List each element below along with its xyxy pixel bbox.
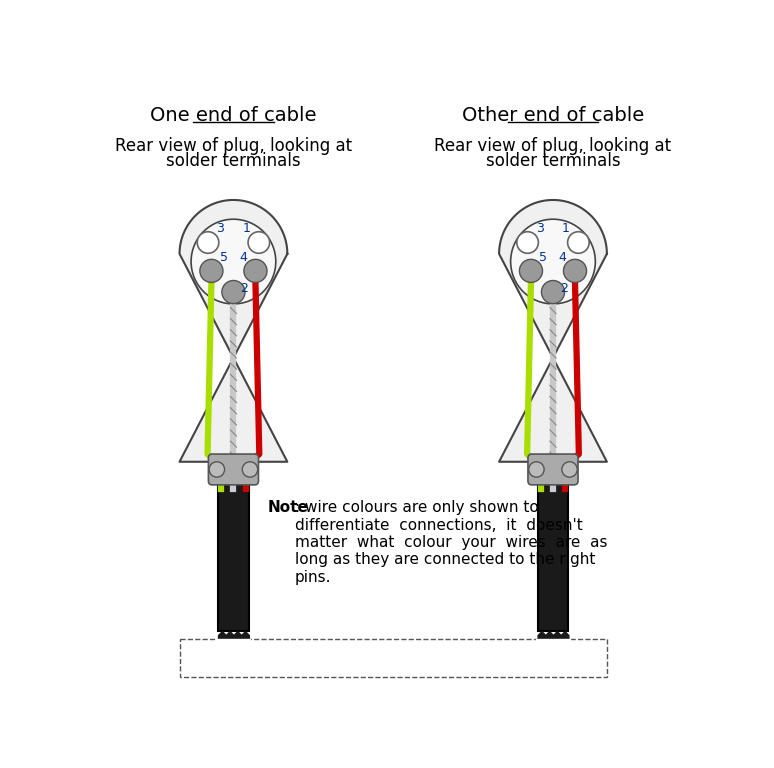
Circle shape <box>200 260 222 282</box>
Text: 2: 2 <box>560 282 567 295</box>
Circle shape <box>517 232 539 253</box>
Text: 1: 1 <box>242 222 251 235</box>
Bar <box>218 485 248 631</box>
Bar <box>538 485 568 631</box>
Circle shape <box>209 462 224 477</box>
FancyBboxPatch shape <box>208 454 259 485</box>
Circle shape <box>520 260 542 282</box>
Circle shape <box>222 280 245 303</box>
Text: Note: Note <box>268 500 309 515</box>
Circle shape <box>529 462 544 477</box>
Circle shape <box>245 260 266 282</box>
Text: : wire colours are only shown to
differentiate  connections,  it  doesn't
matter: : wire colours are only shown to differe… <box>295 500 608 585</box>
Text: Other end of cable: Other end of cable <box>462 106 644 125</box>
Circle shape <box>223 281 245 303</box>
Text: Rear view of plug, looking at: Rear view of plug, looking at <box>115 137 352 155</box>
Text: solder terminals: solder terminals <box>166 152 301 170</box>
Circle shape <box>542 280 564 303</box>
Text: 5: 5 <box>220 250 228 263</box>
Circle shape <box>564 260 586 282</box>
Text: Rear view of plug, looking at: Rear view of plug, looking at <box>434 137 672 155</box>
Circle shape <box>200 260 223 283</box>
Circle shape <box>567 232 589 253</box>
Circle shape <box>191 219 276 304</box>
Circle shape <box>543 281 563 303</box>
Polygon shape <box>499 200 607 462</box>
Circle shape <box>562 462 577 477</box>
Text: 5: 5 <box>539 250 547 263</box>
Text: 3: 3 <box>217 222 224 235</box>
Circle shape <box>242 462 258 477</box>
FancyBboxPatch shape <box>528 454 578 485</box>
Circle shape <box>248 232 269 253</box>
Circle shape <box>244 260 267 283</box>
Text: solder terminals: solder terminals <box>485 152 620 170</box>
Bar <box>180 639 607 677</box>
Text: 1: 1 <box>562 222 570 235</box>
Text: 3: 3 <box>536 222 544 235</box>
Circle shape <box>563 260 587 283</box>
Circle shape <box>197 232 219 253</box>
Circle shape <box>519 260 543 283</box>
Text: 4: 4 <box>239 250 247 263</box>
Text: 2: 2 <box>240 282 248 295</box>
Circle shape <box>511 219 595 304</box>
Text: 4: 4 <box>559 250 567 263</box>
Text: One end of cable: One end of cable <box>150 106 317 125</box>
Polygon shape <box>180 200 287 462</box>
